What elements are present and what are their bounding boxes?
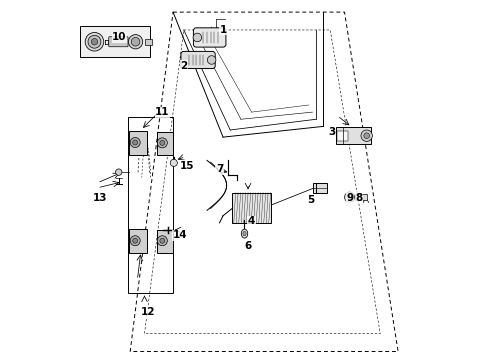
Circle shape [193,33,201,42]
Text: 10: 10 [112,32,126,42]
Text: 9: 9 [346,193,353,203]
Circle shape [132,238,138,243]
Text: 13: 13 [92,193,107,203]
Circle shape [130,138,140,148]
Bar [80,26,149,57]
Bar [157,132,172,155]
Circle shape [131,37,140,46]
Circle shape [128,35,142,49]
FancyBboxPatch shape [181,51,215,68]
Text: 14: 14 [173,230,187,240]
Bar [129,229,146,253]
Circle shape [91,39,98,45]
Circle shape [363,133,369,139]
Circle shape [344,192,354,202]
Circle shape [115,169,122,175]
Text: 15: 15 [180,161,194,171]
Circle shape [160,140,164,145]
Circle shape [132,140,138,145]
Bar [313,183,326,193]
Bar [157,230,172,253]
Circle shape [207,56,216,64]
Circle shape [130,236,140,246]
Circle shape [170,159,177,166]
FancyBboxPatch shape [193,28,225,47]
Bar [337,131,347,141]
Text: 2: 2 [180,61,187,71]
Text: 8: 8 [354,193,362,203]
Text: 3: 3 [328,127,335,137]
Circle shape [88,35,101,48]
Bar [354,194,366,201]
Circle shape [346,195,351,200]
Ellipse shape [241,229,247,238]
Bar [231,193,271,223]
Text: 1: 1 [219,25,226,35]
Text: 12: 12 [141,307,155,317]
Circle shape [85,32,103,51]
Bar [145,39,152,45]
FancyBboxPatch shape [108,37,128,47]
Bar [335,127,370,144]
Circle shape [360,130,372,141]
Text: 6: 6 [244,241,251,251]
Bar [129,131,146,155]
Bar [128,117,173,293]
Text: 4: 4 [247,216,255,226]
Text: 5: 5 [306,195,314,204]
Ellipse shape [243,231,245,236]
Circle shape [157,138,167,148]
Text: 7: 7 [215,164,223,174]
Text: 11: 11 [155,107,169,117]
Circle shape [157,236,167,246]
Circle shape [160,238,164,243]
